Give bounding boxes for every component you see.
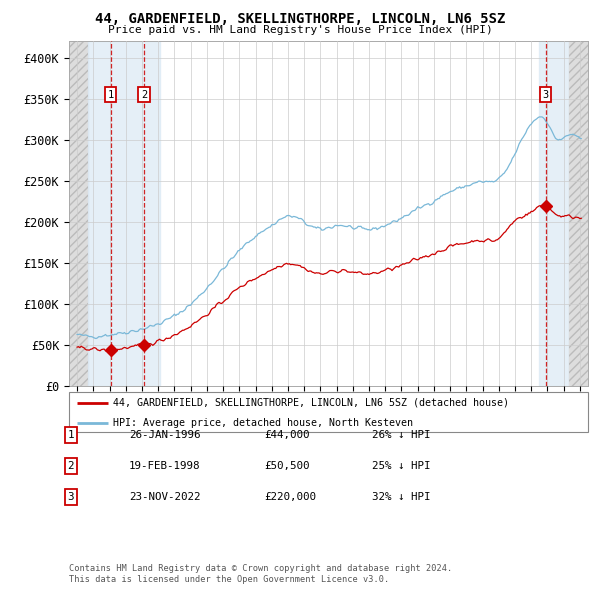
FancyBboxPatch shape [69, 392, 588, 432]
Bar [88, 41, 160, 386]
Text: 25% ↓ HPI: 25% ↓ HPI [372, 461, 431, 471]
Text: Price paid vs. HM Land Registry's House Price Index (HPI): Price paid vs. HM Land Registry's House … [107, 25, 493, 35]
Text: 1: 1 [107, 90, 114, 100]
Bar [69, 41, 88, 386]
Bar [569, 41, 588, 386]
Text: £220,000: £220,000 [264, 493, 316, 502]
Text: 2: 2 [141, 90, 147, 100]
Text: 23-NOV-2022: 23-NOV-2022 [129, 493, 200, 502]
Text: 19-FEB-1998: 19-FEB-1998 [129, 461, 200, 471]
Text: 32% ↓ HPI: 32% ↓ HPI [372, 493, 431, 502]
Text: 26-JAN-1996: 26-JAN-1996 [129, 430, 200, 440]
Text: 44, GARDENFIELD, SKELLINGTHORPE, LINCOLN, LN6 5SZ: 44, GARDENFIELD, SKELLINGTHORPE, LINCOLN… [95, 12, 505, 26]
Text: £44,000: £44,000 [264, 430, 310, 440]
Bar [569, 41, 588, 386]
Bar [69, 41, 88, 386]
Text: £50,500: £50,500 [264, 461, 310, 471]
Text: 2: 2 [68, 461, 74, 471]
Text: 44, GARDENFIELD, SKELLINGTHORPE, LINCOLN, LN6 5SZ (detached house): 44, GARDENFIELD, SKELLINGTHORPE, LINCOLN… [113, 398, 509, 408]
Text: 26% ↓ HPI: 26% ↓ HPI [372, 430, 431, 440]
Text: This data is licensed under the Open Government Licence v3.0.: This data is licensed under the Open Gov… [69, 575, 389, 584]
Text: HPI: Average price, detached house, North Kesteven: HPI: Average price, detached house, Nort… [113, 418, 413, 428]
Bar [539, 41, 569, 386]
Text: 3: 3 [68, 493, 74, 502]
Text: 1: 1 [68, 430, 74, 440]
Text: 3: 3 [542, 90, 548, 100]
Text: Contains HM Land Registry data © Crown copyright and database right 2024.: Contains HM Land Registry data © Crown c… [69, 565, 452, 573]
